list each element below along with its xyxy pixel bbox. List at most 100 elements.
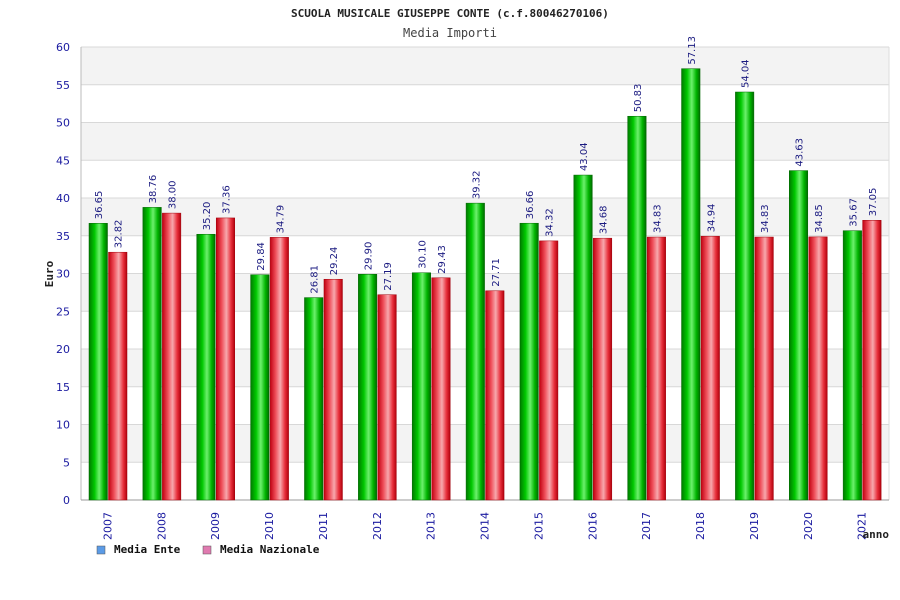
y-tick-label: 5 bbox=[63, 456, 70, 469]
bar-media-nazionale-2019 bbox=[754, 236, 774, 501]
value-label: 34.94 bbox=[706, 204, 717, 233]
y-tick-label: 0 bbox=[63, 494, 70, 507]
bar-media-nazionale-2021 bbox=[862, 220, 882, 501]
bar-media-ente-2016 bbox=[573, 174, 593, 501]
bar-media-nazionale-2013 bbox=[431, 277, 451, 501]
y-tick-label: 15 bbox=[56, 381, 70, 394]
plot-band bbox=[81, 160, 889, 198]
bar-media-nazionale-2010 bbox=[269, 237, 289, 501]
bar-media-ente-2011 bbox=[304, 297, 324, 501]
plot-band bbox=[81, 47, 889, 85]
bar-media-ente-2019 bbox=[735, 91, 755, 501]
value-label: 34.79 bbox=[275, 205, 286, 234]
value-label: 57.13 bbox=[687, 36, 698, 65]
bar-media-nazionale-2007 bbox=[108, 251, 128, 501]
value-label: 35.67 bbox=[848, 198, 859, 227]
plot-band bbox=[81, 349, 889, 387]
bar-media-nazionale-2011 bbox=[323, 278, 343, 501]
plot-band bbox=[81, 198, 889, 236]
bar-media-nazionale-2012 bbox=[377, 294, 397, 501]
value-label: 34.83 bbox=[652, 204, 663, 233]
bar-media-ente-2013 bbox=[411, 272, 431, 501]
x-tick-label: 2009 bbox=[209, 512, 222, 540]
bar-media-nazionale-2008 bbox=[162, 212, 182, 501]
bar-media-ente-2009 bbox=[196, 233, 216, 501]
y-tick-label: 20 bbox=[56, 343, 70, 356]
plot-background bbox=[81, 47, 889, 500]
value-label: 30.10 bbox=[417, 240, 428, 269]
value-labels: 36.65 32.82 38.76 38.00 35.20 37.36 29.84 34.79… bbox=[94, 36, 879, 294]
value-label: 35.20 bbox=[202, 202, 213, 231]
value-label: 34.32 bbox=[545, 208, 556, 237]
x-tick-label: 2018 bbox=[694, 512, 707, 540]
x-tick-label: 2017 bbox=[640, 512, 653, 540]
bar-media-nazionale-2009 bbox=[215, 217, 235, 501]
x-axis-ticks: 2007 2008 2009 2010 2011 2012 2013 2014 2015 2016… bbox=[102, 512, 869, 540]
x-tick-label: 2015 bbox=[532, 512, 545, 540]
y-tick-label: 30 bbox=[56, 268, 70, 281]
value-label: 29.90 bbox=[364, 242, 375, 271]
y-tick-label: 50 bbox=[56, 117, 70, 130]
bar-media-nazionale-2016 bbox=[593, 237, 613, 501]
value-label: 36.65 bbox=[94, 191, 105, 220]
bars bbox=[88, 68, 882, 501]
legend-swatch-media-ente bbox=[96, 545, 106, 555]
y-tick-label: 35 bbox=[56, 230, 70, 243]
bar-media-ente-2017 bbox=[627, 115, 647, 501]
plot-band bbox=[81, 122, 889, 161]
legend: Media Ente Media Nazionale bbox=[96, 543, 320, 556]
bar-media-ente-2007 bbox=[88, 223, 108, 501]
x-tick-label: 2014 bbox=[479, 512, 492, 540]
y-axis-label: Euro bbox=[43, 260, 56, 287]
bar-media-nazionale-2014 bbox=[485, 290, 505, 501]
value-label: 50.83 bbox=[633, 84, 644, 113]
y-tick-label: 25 bbox=[56, 305, 70, 318]
legend-swatch-media-nazionale bbox=[202, 545, 212, 555]
bar-media-nazionale-2018 bbox=[700, 235, 720, 501]
x-tick-label: 2021 bbox=[856, 512, 869, 540]
y-tick-label: 10 bbox=[56, 419, 70, 432]
x-tick-label: 2012 bbox=[371, 512, 384, 540]
x-tick-label: 2008 bbox=[155, 512, 168, 540]
bar-media-ente-2012 bbox=[358, 274, 378, 501]
value-label: 34.83 bbox=[760, 204, 771, 233]
x-tick-label: 2013 bbox=[425, 512, 438, 540]
x-tick-label: 2019 bbox=[748, 512, 761, 540]
value-label: 36.66 bbox=[525, 191, 536, 220]
plot-band bbox=[81, 273, 889, 312]
y-tick-label: 40 bbox=[56, 192, 70, 205]
value-label: 29.84 bbox=[256, 242, 267, 271]
gridlines bbox=[80, 46, 890, 501]
value-label: 34.85 bbox=[814, 204, 825, 233]
plot-band bbox=[81, 386, 889, 425]
bar-media-ente-2014 bbox=[465, 202, 485, 501]
value-label: 27.19 bbox=[383, 262, 394, 291]
plot-band bbox=[81, 424, 889, 463]
legend-label-media-ente: Media Ente bbox=[114, 543, 181, 556]
value-label: 34.68 bbox=[599, 206, 610, 235]
x-tick-label: 2016 bbox=[586, 512, 599, 540]
value-label: 26.81 bbox=[310, 265, 321, 294]
x-tick-label: 2011 bbox=[317, 512, 330, 540]
bar-media-ente-2008 bbox=[142, 207, 162, 501]
bar-media-ente-2018 bbox=[681, 68, 701, 501]
legend-label-media-nazionale: Media Nazionale bbox=[220, 543, 320, 556]
bar-media-nazionale-2020 bbox=[808, 236, 828, 501]
y-tick-label: 45 bbox=[56, 154, 70, 167]
value-label: 29.43 bbox=[437, 245, 448, 274]
x-tick-label: 2010 bbox=[263, 512, 276, 540]
value-label: 38.76 bbox=[148, 175, 159, 204]
value-label: 27.71 bbox=[491, 258, 502, 287]
chart-title: SCUOLA MUSICALE GIUSEPPE CONTE (c.f.8004… bbox=[291, 7, 609, 20]
x-axis-label: anno bbox=[863, 528, 890, 541]
x-tick-label: 2007 bbox=[102, 512, 115, 540]
plot-band bbox=[81, 462, 889, 500]
value-label: 43.04 bbox=[579, 142, 590, 171]
value-label: 29.24 bbox=[329, 247, 340, 276]
value-label: 38.00 bbox=[168, 180, 179, 209]
x-tick-label: 2020 bbox=[802, 512, 815, 540]
bar-media-nazionale-2017 bbox=[646, 236, 666, 501]
y-axis-ticks: 0 5 10 15 20 25 30 35 40 45 50 55 60 bbox=[56, 41, 70, 507]
plot-band bbox=[81, 84, 889, 123]
